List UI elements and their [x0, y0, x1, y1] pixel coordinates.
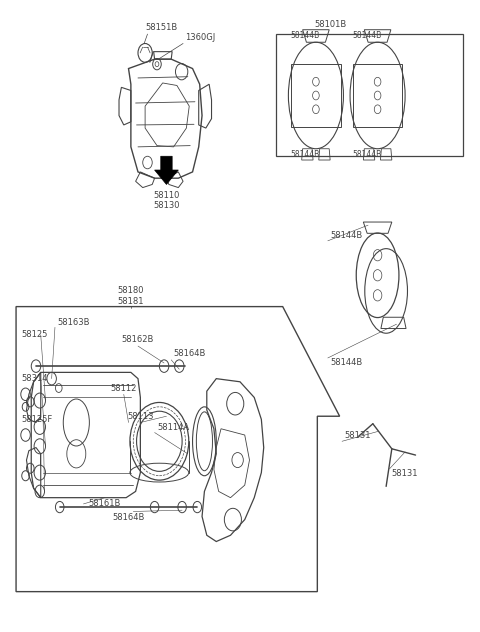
- Text: 58151B: 58151B: [145, 23, 178, 32]
- Bar: [353, 64, 402, 128]
- Text: 58131: 58131: [392, 470, 419, 478]
- Bar: [291, 64, 341, 128]
- Text: 58164B: 58164B: [112, 513, 144, 522]
- Text: 58101B: 58101B: [314, 20, 346, 29]
- Text: 58131: 58131: [344, 430, 371, 439]
- Text: 58144B: 58144B: [330, 358, 362, 367]
- Text: 58163B: 58163B: [57, 318, 90, 327]
- Text: 58144B: 58144B: [352, 31, 381, 40]
- Text: 58130: 58130: [153, 201, 180, 210]
- Bar: [276, 34, 463, 156]
- Text: 58144B: 58144B: [330, 231, 362, 240]
- Circle shape: [31, 360, 41, 372]
- Polygon shape: [155, 156, 179, 185]
- Text: 58144B: 58144B: [352, 150, 381, 159]
- Text: 58110: 58110: [153, 191, 180, 200]
- Circle shape: [56, 501, 64, 513]
- Text: 58113: 58113: [127, 411, 154, 421]
- Text: 58114A: 58114A: [157, 423, 189, 432]
- Text: 58162B: 58162B: [122, 336, 154, 344]
- Text: 58181: 58181: [118, 297, 144, 306]
- Text: 58125: 58125: [22, 331, 48, 339]
- Text: 58144B: 58144B: [290, 150, 320, 159]
- Text: 1360GJ: 1360GJ: [185, 33, 216, 42]
- Text: 58164B: 58164B: [174, 349, 206, 358]
- Text: 58180: 58180: [118, 286, 144, 295]
- Text: 58125F: 58125F: [22, 415, 53, 424]
- Text: 58161B: 58161B: [89, 499, 121, 508]
- Text: 58112: 58112: [110, 384, 137, 392]
- Text: 58144B: 58144B: [290, 31, 320, 40]
- Text: 58314: 58314: [22, 374, 48, 383]
